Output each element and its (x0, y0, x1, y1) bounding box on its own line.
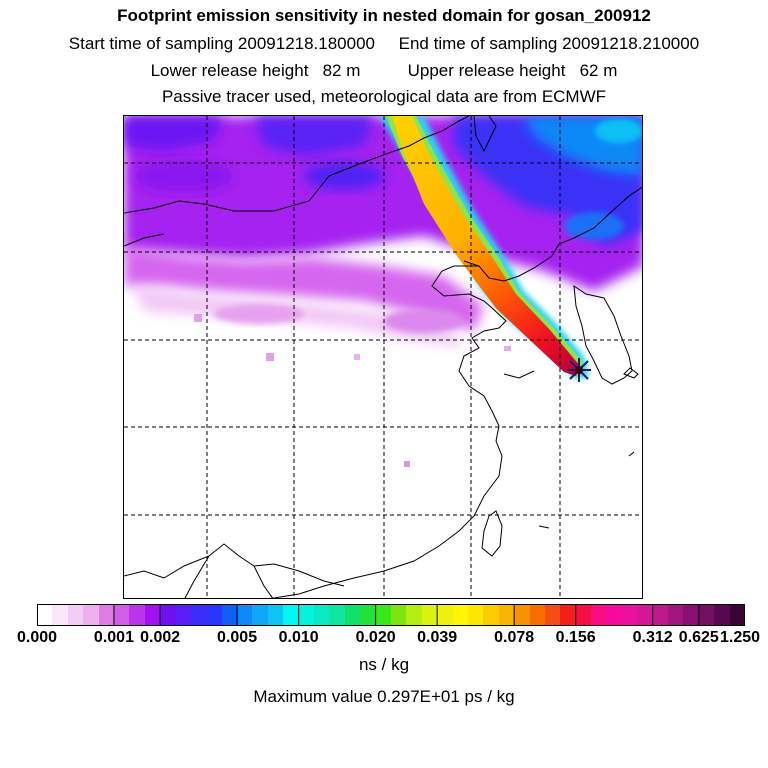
color-scale-cell (206, 604, 222, 626)
color-scale-cell (621, 604, 638, 626)
coastlines (124, 116, 642, 598)
color-scale-tick-label: 0.312 (632, 629, 673, 646)
color-scale-cell (83, 604, 99, 626)
sensitivity-field (124, 116, 642, 467)
color-scale-cell (606, 604, 622, 626)
footprint-map (123, 115, 643, 599)
release-heights: Lower release height 82 m Upper release … (150, 61, 618, 80)
color-scale-cell (683, 604, 699, 626)
graticule (124, 116, 642, 598)
color-scale-cell (144, 604, 161, 626)
color-scale-tick-label: 0.625 (678, 629, 719, 646)
tracer-info: Passive tracer used, meteorological data… (161, 87, 607, 106)
color-scale-cell (729, 604, 745, 626)
color-scale-cell (314, 604, 330, 626)
color-scale-cell (452, 604, 468, 626)
color-scale-cell (637, 604, 653, 626)
color-scale-cell (52, 604, 68, 626)
color-scale-cell (498, 604, 515, 626)
color-scale-cell (390, 604, 407, 626)
color-scale-cell (237, 604, 253, 626)
color-scale-cell (283, 604, 299, 626)
color-scale-unit: ns / kg (358, 655, 410, 674)
color-scale-tick-label: 0.020 (355, 629, 396, 646)
color-scale-cell (190, 604, 207, 626)
color-scale-cell (714, 604, 730, 626)
color-scale-tick-label: 0.005 (217, 629, 258, 646)
color-scale-tick-label: 0.156 (555, 629, 596, 646)
color-scale (37, 604, 745, 626)
color-scale-cell (360, 604, 376, 626)
color-scale-tick-label: 0.039 (417, 629, 458, 646)
color-scale-cell (329, 604, 345, 626)
color-scale-tick-label: 0.010 (278, 629, 319, 646)
color-scale-cell (406, 604, 422, 626)
color-scale-cell (560, 604, 576, 626)
color-scale-cell (668, 604, 684, 626)
color-scale-tick-label: 0.002 (140, 629, 181, 646)
color-scale-cell (298, 604, 315, 626)
receptor-marker (567, 358, 591, 382)
color-scale-cell (544, 604, 561, 626)
color-scale-cell (344, 604, 361, 626)
color-scale-cell (252, 604, 268, 626)
sensitivity-plume (379, 116, 589, 378)
color-scale-cell (267, 604, 284, 626)
color-scale-tick-label: 0.001 (93, 629, 134, 646)
color-scale-cell (529, 604, 545, 626)
color-scale-cell (129, 604, 145, 626)
color-scale-cell (514, 604, 530, 626)
color-scale-cell (221, 604, 238, 626)
color-scale-tick-label: 0.000 (16, 629, 58, 646)
color-scale-tick-label: 0.078 (494, 629, 535, 646)
color-scale-cell (575, 604, 592, 626)
color-scale-cell (37, 604, 53, 626)
color-scale-cell (652, 604, 669, 626)
color-scale-cell (113, 604, 130, 626)
map-title: Footprint emission sensitivity in nested… (117, 6, 651, 25)
color-scale-cell (437, 604, 453, 626)
sampling-times: Start time of sampling 20091218.180000 E… (68, 34, 700, 53)
color-scale-tick-label: 1.250 (719, 629, 761, 646)
color-scale-cell (160, 604, 176, 626)
color-scale-cell (98, 604, 114, 626)
color-scale-cell (175, 604, 191, 626)
color-scale-cell (421, 604, 438, 626)
color-scale-cell (698, 604, 715, 626)
maximum-value: Maximum value 0.297E+01 ps / kg (253, 687, 515, 706)
map-canvas (124, 116, 642, 598)
color-scale-cell (67, 604, 84, 626)
color-scale-cell (591, 604, 607, 626)
color-scale-cell (375, 604, 391, 626)
color-scale-cell (483, 604, 499, 626)
color-scale-cell (467, 604, 484, 626)
